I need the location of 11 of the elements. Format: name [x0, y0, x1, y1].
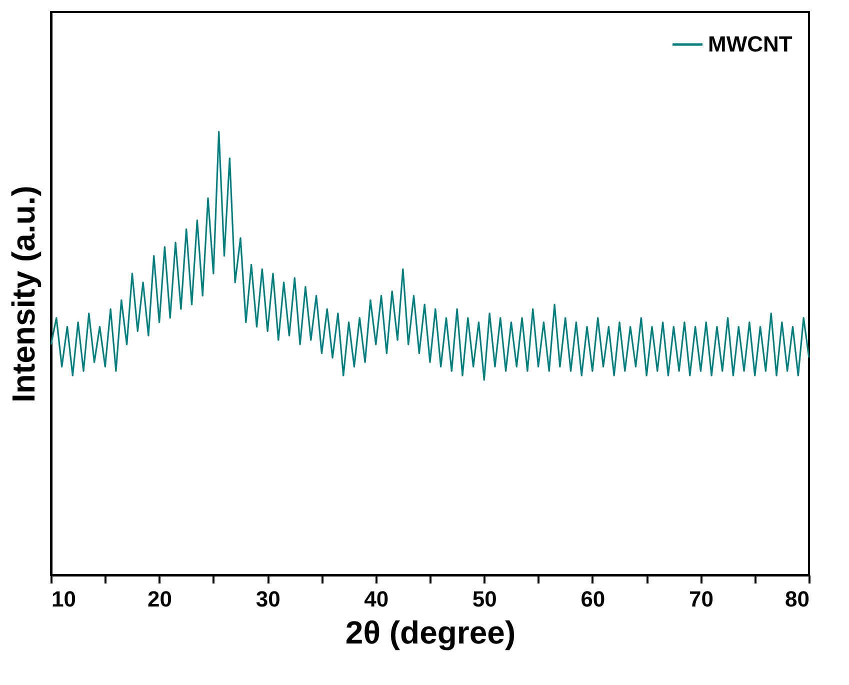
x-tick-label: 10 [52, 586, 76, 612]
x-tick-label: 40 [364, 586, 389, 612]
x-tick-label: 60 [580, 586, 606, 612]
x-tick-label: 70 [688, 586, 714, 612]
x-tick-label: 50 [472, 586, 497, 612]
x-tick-label: 20 [148, 586, 172, 612]
y-axis-title: Intensity (a.u.) [6, 186, 42, 402]
x-axis-title: 2θ (degree) [345, 614, 516, 650]
legend-label: MWCNT [708, 32, 793, 56]
x-tick-label: 30 [256, 586, 280, 612]
x-tick-label: 80 [785, 586, 810, 612]
